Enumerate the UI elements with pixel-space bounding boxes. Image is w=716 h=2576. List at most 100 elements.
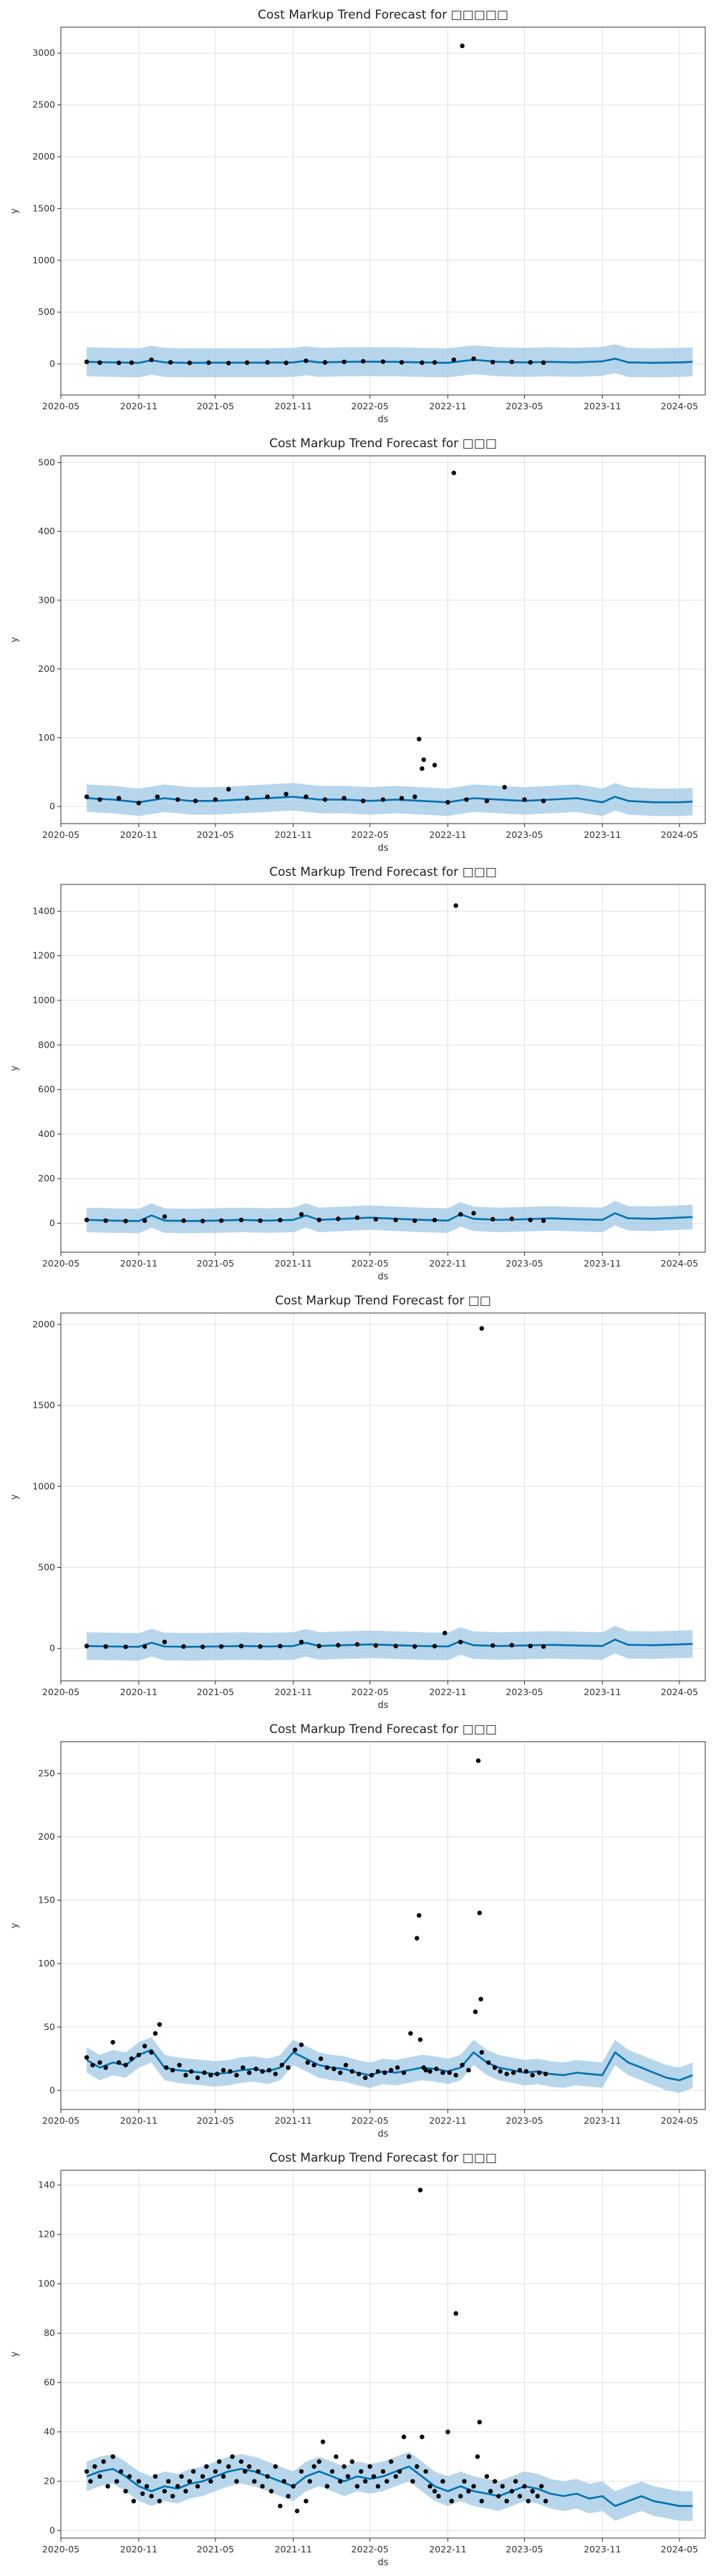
observed-point [162,1639,168,1644]
observed-point [401,2070,407,2075]
observed-point [342,2464,347,2469]
x-axis-label: ds [377,1272,388,1282]
observed-point [311,2464,316,2469]
observed-point [342,796,347,801]
observed-point [458,1639,463,1644]
observed-point [265,360,270,365]
observed-point [226,2464,231,2469]
y-tick-label: 0 [49,1643,55,1654]
observed-point [157,2022,162,2027]
observed-point [299,1639,304,1644]
x-tick-label: 2023-11 [584,829,621,840]
observed-point [204,2464,209,2469]
x-tick-label: 2020-05 [42,1687,79,1697]
observed-point [442,1631,448,1636]
plot-frame [60,2170,706,2539]
chart-title: Cost Markup Trend Forecast for □□□□□ [258,8,508,22]
y-axis-label: y [9,2351,20,2357]
y-tick-label: 500 [38,306,55,317]
observed-point [432,763,437,768]
observed-point [343,2062,349,2068]
observed-point [500,2484,505,2489]
x-tick-label: 2021-05 [197,401,234,411]
observed-point [434,2067,439,2072]
observed-point [349,2459,354,2464]
x-tick-label: 2020-05 [42,1258,79,1269]
observed-point [116,796,122,801]
x-tick-label: 2020-05 [42,2115,79,2126]
y-tick-label: 200 [38,1173,55,1184]
observed-point [278,2504,283,2509]
observed-point [168,360,173,365]
observed-point [131,2499,136,2504]
y-tick-label: 1000 [32,995,55,1005]
observed-point [88,2479,93,2484]
observed-point [502,784,507,790]
observed-point [217,2459,222,2464]
observed-point [213,797,218,802]
observed-point [410,2479,415,2484]
observed-point [273,2464,278,2469]
observed-point [504,2072,509,2077]
observed-point [528,1644,533,1649]
observed-point [380,359,386,364]
observed-point [284,360,289,366]
observed-point [453,903,458,908]
y-tick-label: 300 [38,595,55,605]
y-tick-label: 600 [38,1084,55,1095]
observed-point [363,2479,368,2484]
observed-point [97,2474,102,2479]
observed-point [245,796,250,801]
observed-point [478,1996,483,2001]
y-tick-label: 0 [49,2084,55,2095]
observed-point [206,360,211,365]
y-tick-label: 1500 [32,203,55,213]
x-tick-label: 2021-05 [197,1258,234,1269]
observed-point [195,2484,200,2489]
observed-point [193,799,198,804]
x-tick-label: 2022-05 [352,401,389,411]
plot-frame [60,1312,706,1682]
observed-point [522,2484,527,2489]
observed-point [522,797,527,802]
observed-point [415,1936,420,1941]
x-tick-label: 2020-05 [42,829,79,840]
observed-point [336,1216,341,1221]
observed-point [238,1644,244,1649]
observed-point [253,2067,258,2072]
observed-point [393,1217,398,1223]
observed-point [490,1216,495,1222]
observed-point [294,2508,300,2514]
observed-point [453,2311,458,2316]
y-tick-label: 1500 [32,1400,55,1410]
observed-point [509,2489,514,2494]
observed-point [528,360,533,365]
observed-point [153,2031,158,2036]
observed-point [447,2070,452,2075]
observed-point [84,2055,90,2060]
x-axis-label: ds [377,2557,388,2568]
y-tick-label: 100 [38,2278,55,2289]
observed-point [475,2454,480,2459]
observed-point [175,797,180,802]
observed-point [543,2499,548,2504]
observed-point [513,2479,518,2484]
y-tick-label: 400 [38,1128,55,1139]
x-tick-label: 2020-11 [120,1687,158,1697]
observed-point [338,2070,343,2075]
x-tick-label: 2020-11 [120,1258,158,1269]
observed-point [84,794,90,799]
observed-point [354,2484,360,2489]
x-tick-label: 2022-11 [429,2544,466,2555]
observed-point [477,2419,482,2425]
x-axis-label: ds [377,1700,388,1711]
observed-point [528,1217,533,1223]
chart-title: Cost Markup Trend Forecast for □□□ [269,1722,497,1737]
x-tick-label: 2020-11 [120,2544,158,2555]
observed-point [114,2479,120,2484]
observed-point [453,2072,458,2078]
observed-point [420,2434,425,2439]
observed-point [304,358,309,364]
observed-point [84,1644,90,1649]
observed-point [423,2067,428,2073]
